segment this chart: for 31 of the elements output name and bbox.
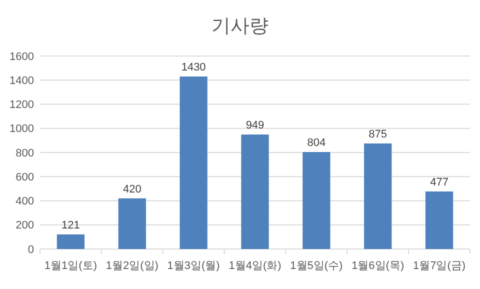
y-tick-label: 1400: [10, 74, 34, 87]
bar: [241, 134, 269, 249]
data-label: 1430: [181, 62, 206, 74]
x-tick-label: 1월3일(월): [167, 260, 220, 272]
y-tick-label: 600: [16, 171, 34, 184]
y-tick-label: 400: [16, 196, 34, 208]
y-tick-label: 1600: [10, 50, 34, 63]
data-label: 875: [368, 128, 388, 140]
bar: [180, 76, 208, 249]
bar: [118, 198, 146, 249]
y-tick-label: 200: [16, 220, 34, 232]
x-tick-label: 1월7일(금): [413, 260, 466, 272]
data-label: 420: [122, 183, 142, 196]
data-label: 477: [430, 176, 448, 188]
data-label: 804: [307, 137, 326, 150]
bar: [56, 234, 85, 249]
x-tick-label: 1월2일(일): [106, 260, 158, 272]
bar: [302, 152, 330, 249]
data-label: 121: [62, 219, 80, 232]
x-tick-label: 1월1일(토): [44, 260, 97, 272]
bar: [425, 191, 454, 249]
y-tick-label: 1000: [10, 123, 34, 136]
chart-title: 기사량: [212, 16, 268, 37]
x-tick-label: 1월6일(목): [352, 260, 404, 272]
y-tick-label: 1200: [10, 99, 34, 112]
x-tick-label: 1월5일(수): [290, 260, 343, 272]
data-label: 949: [246, 120, 264, 132]
y-tick-label: 0: [28, 244, 34, 256]
x-tick-label: 1월4일(화): [228, 260, 282, 272]
bar: [364, 143, 392, 249]
y-tick-label: 800: [16, 147, 34, 160]
